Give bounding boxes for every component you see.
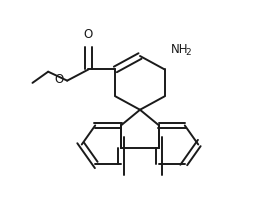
Text: NH: NH xyxy=(171,43,189,56)
Text: O: O xyxy=(54,73,63,86)
Text: O: O xyxy=(84,28,93,41)
Text: 2: 2 xyxy=(185,48,191,57)
